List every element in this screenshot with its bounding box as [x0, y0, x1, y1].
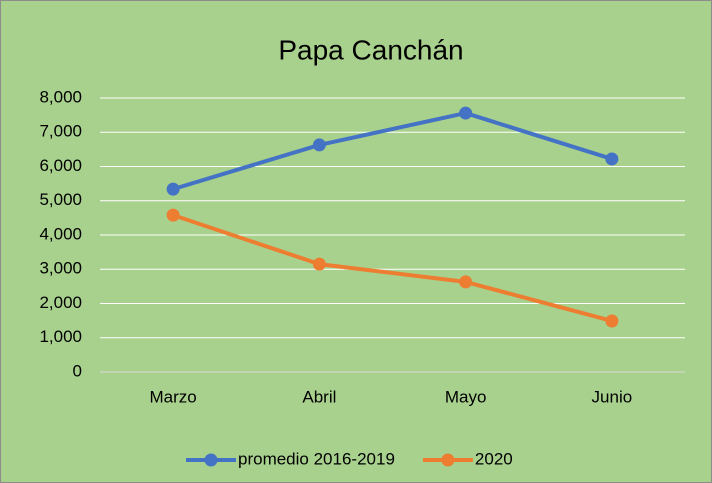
data-point [605, 152, 619, 166]
data-point [605, 314, 619, 328]
y-tick-label: 2,000 [39, 293, 82, 312]
y-tick-label: 3,000 [39, 259, 82, 278]
x-tick-label: Junio [592, 387, 633, 406]
legend-marker [204, 453, 218, 467]
chart-title: Papa Canchán [278, 34, 463, 65]
data-point [459, 106, 473, 120]
y-tick-label: 1,000 [39, 327, 82, 346]
y-tick-label: 0 [73, 361, 82, 380]
series-line [172, 213, 613, 323]
data-point [459, 275, 473, 289]
legend-marker [441, 453, 455, 467]
y-tick-label: 6,000 [39, 156, 82, 175]
y-tick-label: 5,000 [39, 190, 82, 209]
y-tick-label: 7,000 [39, 122, 82, 141]
data-point [312, 138, 326, 152]
legend-label: promedio 2016-2019 [238, 449, 395, 468]
y-tick-label: 8,000 [39, 87, 82, 106]
data-point [312, 257, 326, 271]
data-point [166, 208, 180, 222]
x-tick-label: Marzo [150, 387, 197, 406]
data-point [166, 182, 180, 196]
legend-label: 2020 [475, 449, 513, 468]
series-line [172, 111, 613, 192]
y-tick-label: 4,000 [39, 224, 82, 243]
x-tick-label: Abril [302, 387, 336, 406]
x-tick-label: Mayo [445, 387, 487, 406]
